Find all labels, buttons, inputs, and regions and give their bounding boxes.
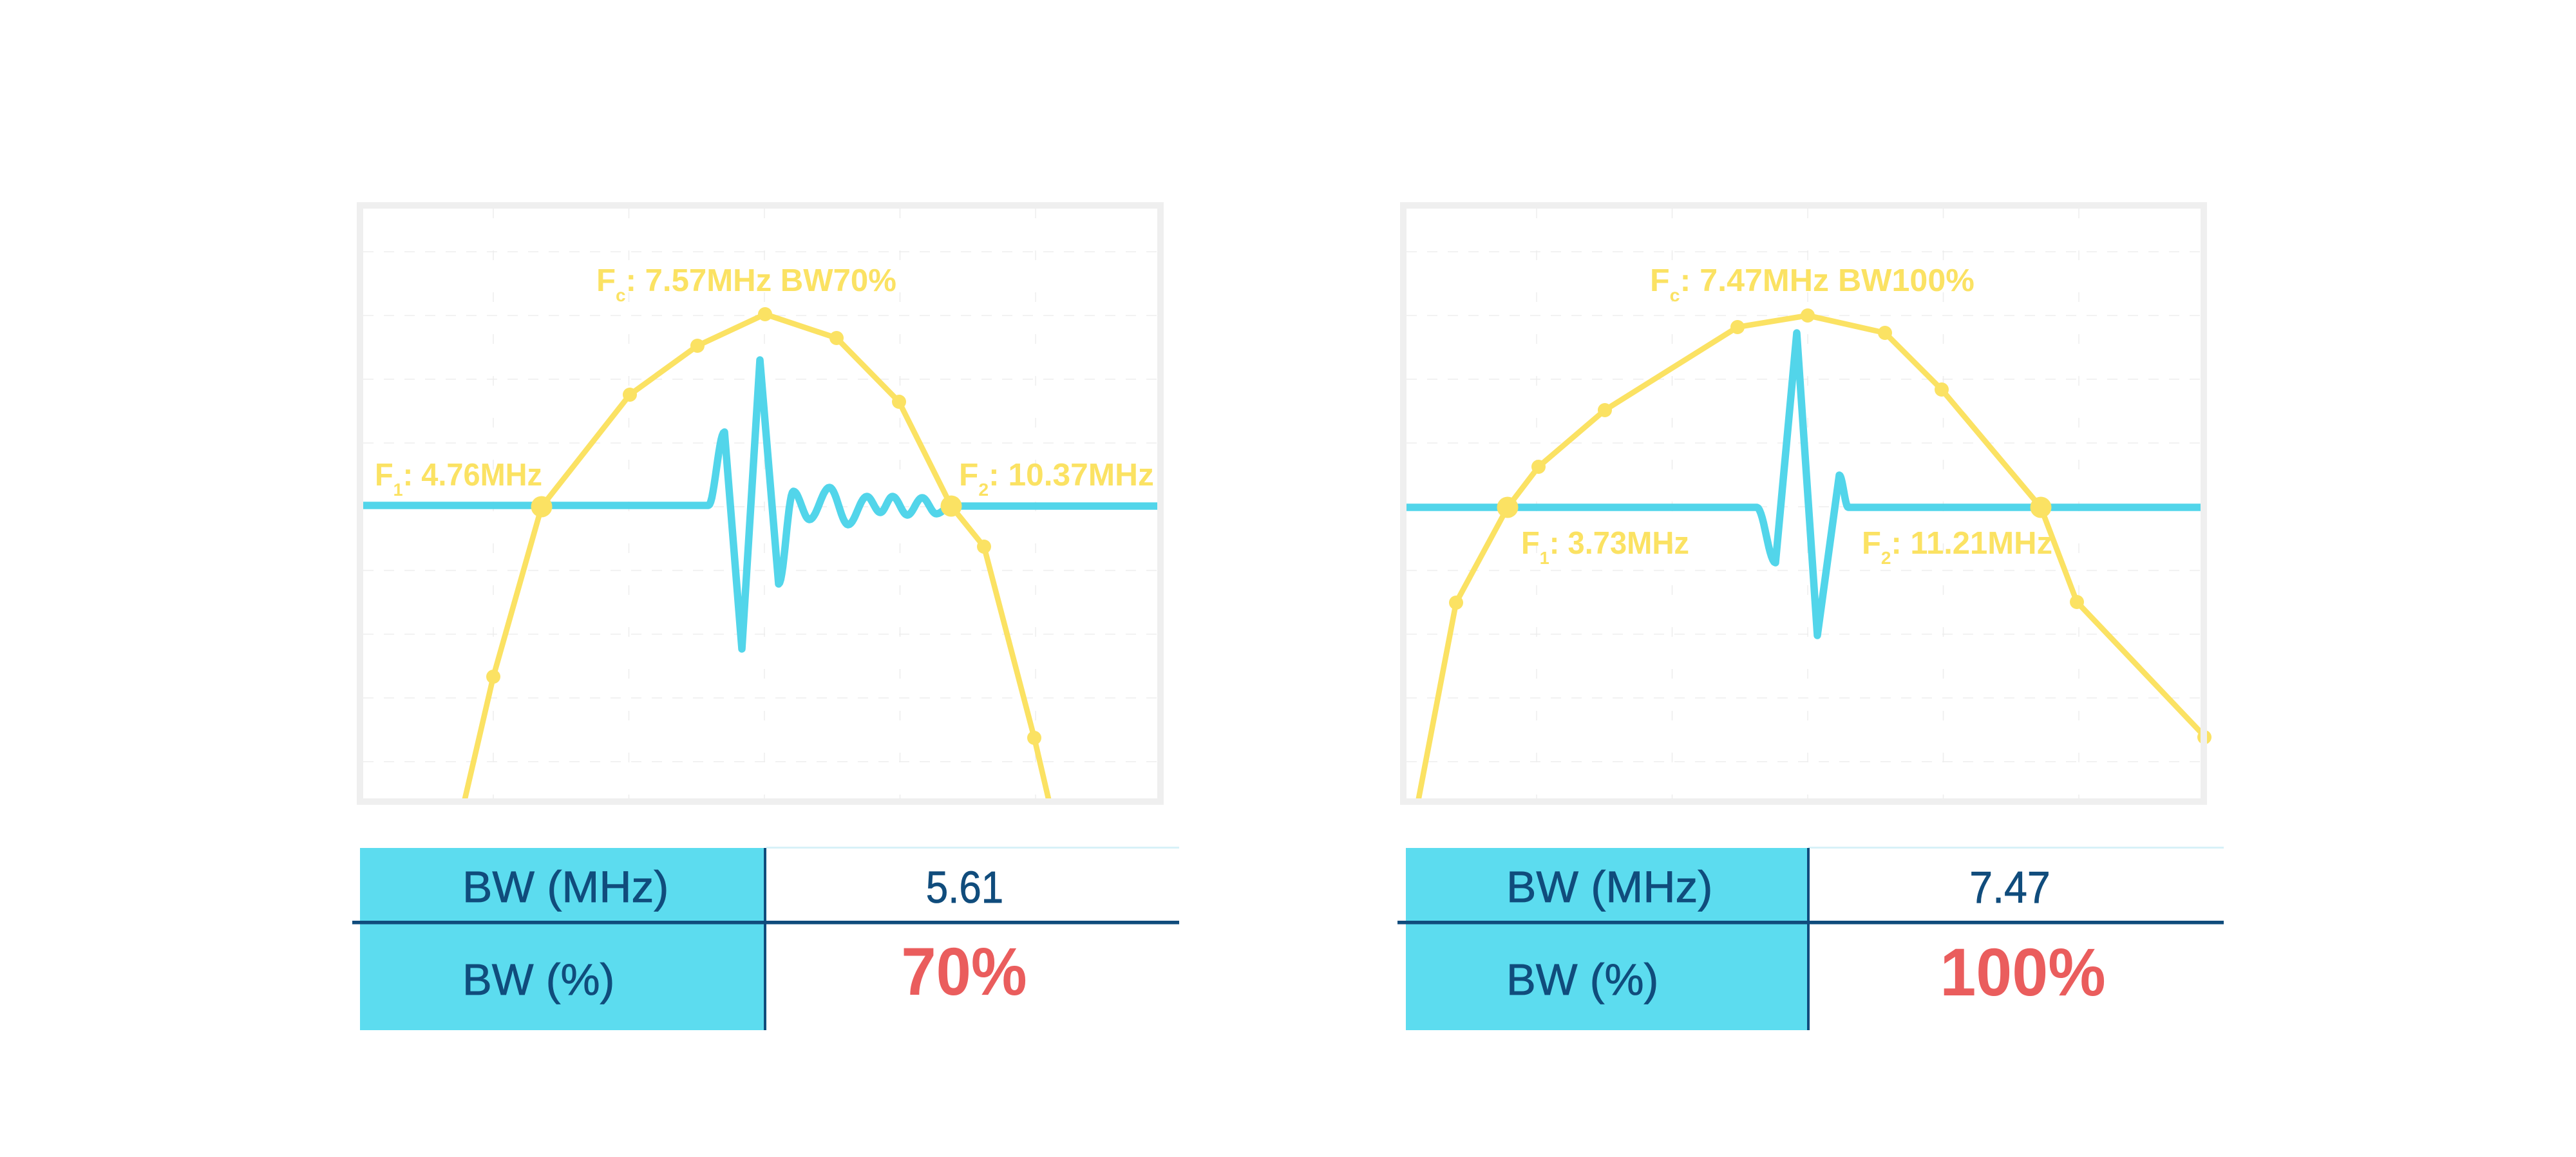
svg-text:BW (%): BW (%) xyxy=(1506,955,1658,1004)
svg-text:70%: 70% xyxy=(901,934,1027,1010)
svg-text:F1: 3.73MHz: F1: 3.73MHz xyxy=(1521,525,1689,568)
svg-text:BW (MHz): BW (MHz) xyxy=(462,861,668,912)
svg-text:BW (MHz): BW (MHz) xyxy=(1506,861,1712,912)
svg-text:7.47: 7.47 xyxy=(1969,863,2050,913)
svg-text:100%: 100% xyxy=(1940,934,2105,1010)
svg-text:BW (%): BW (%) xyxy=(462,955,614,1004)
svg-text:5.61: 5.61 xyxy=(926,862,1003,912)
